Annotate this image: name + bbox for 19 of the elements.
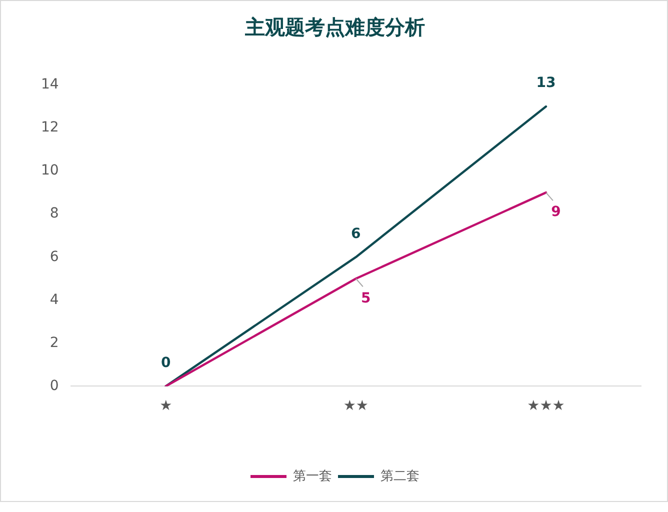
legend-label: 第二套	[380, 468, 420, 484]
data-label: 13	[536, 75, 556, 92]
y-tick-label: 10	[40, 162, 59, 179]
x-tick-label: ★★★	[527, 398, 565, 414]
y-tick-label: 0	[50, 378, 59, 394]
y-tick-label: 14	[40, 76, 59, 93]
data-label: 9	[551, 204, 561, 220]
y-tick-label: 6	[50, 248, 59, 265]
chart-title: 主观题考点难度分析	[244, 15, 425, 40]
data-label: 5	[361, 290, 371, 306]
y-tick-label: 12	[40, 120, 59, 136]
y-tick-label: 4	[50, 292, 59, 308]
y-tick-label: 8	[50, 206, 59, 222]
y-tick-label: 2	[50, 334, 59, 351]
x-tick-label: ★	[160, 398, 172, 414]
legend-label: 第一套	[293, 468, 332, 484]
x-tick-label: ★★	[343, 398, 368, 414]
data-label: 0	[160, 354, 171, 371]
data-label: 6	[351, 226, 361, 242]
